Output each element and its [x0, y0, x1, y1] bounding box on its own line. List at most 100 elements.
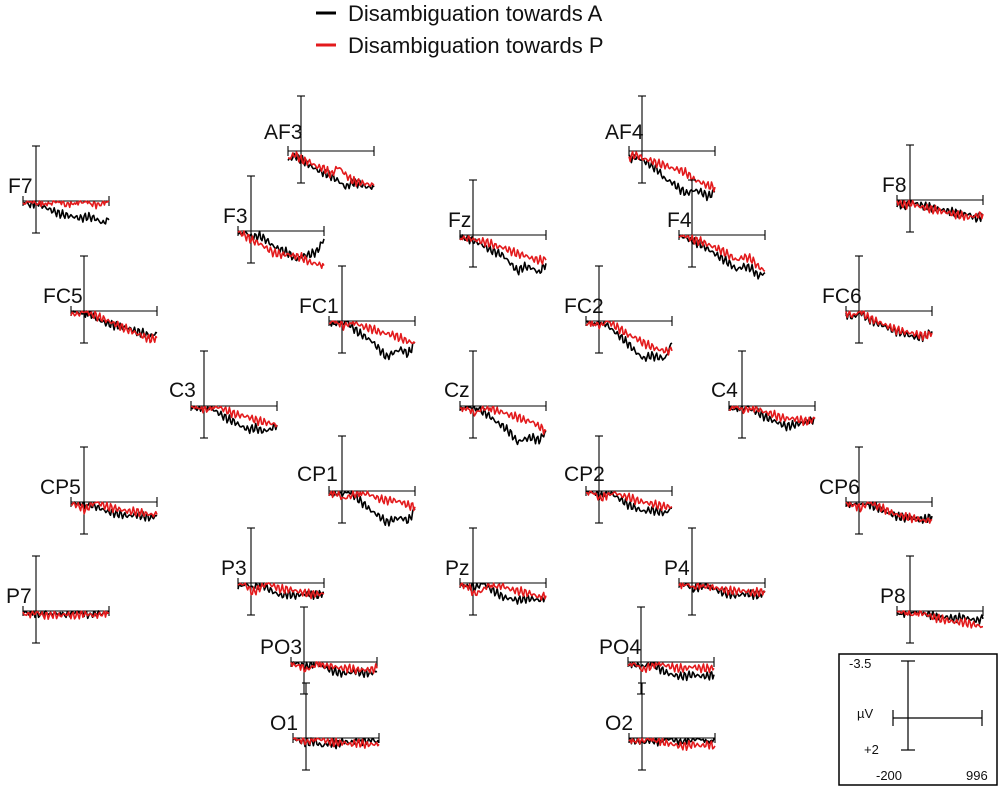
- electrode-label-p8: P8: [880, 585, 906, 608]
- trace-a-cp1: [328, 490, 416, 527]
- scale-y-bottom-label: +2: [864, 742, 879, 757]
- electrode-label-o2: O2: [605, 712, 633, 735]
- electrode-label-fz: Fz: [448, 209, 471, 232]
- electrode-label-p4: P4: [664, 557, 690, 580]
- trace-a-po3: [290, 661, 378, 679]
- electrode-label-cp2: CP2: [564, 463, 605, 486]
- electrode-label-cp5: CP5: [40, 476, 81, 499]
- trace-p-c4: [728, 405, 816, 427]
- electrode-label-cz: Cz: [444, 379, 470, 402]
- trace-p-o2: [628, 737, 716, 751]
- electrode-label-po3: PO3: [260, 636, 302, 659]
- electrode-panel-cp6: CP6: [819, 446, 933, 535]
- trace-p-cz: [459, 405, 547, 435]
- trace-p-fc6: [845, 310, 933, 341]
- trace-p-po3: [290, 661, 378, 675]
- trace-p-p4: [678, 582, 766, 598]
- electrode-panel-cp5: CP5: [40, 446, 158, 535]
- trace-p-o1: [292, 737, 380, 749]
- electrode-label-f3: F3: [223, 205, 248, 228]
- trace-a-f4: [678, 234, 766, 280]
- trace-p-f7: [22, 200, 110, 210]
- electrode-panel-po3: PO3: [260, 606, 378, 695]
- trace-p-p8: [896, 610, 984, 629]
- electrode-label-cp1: CP1: [297, 463, 338, 486]
- electrode-label-fc5: FC5: [43, 285, 83, 308]
- scale-box: -3.5 µV +2 -200 996: [838, 653, 998, 786]
- trace-p-fc5: [70, 310, 158, 344]
- trace-p-cp5: [70, 501, 158, 518]
- electrode-panel-c4: C4: [711, 350, 816, 439]
- electrode-panel-cz: Cz: [444, 350, 547, 446]
- electrode-label-f7: F7: [8, 175, 33, 198]
- trace-p-fz: [459, 235, 547, 265]
- electrode-label-cp6: CP6: [819, 476, 860, 499]
- trace-p-cp2: [585, 490, 673, 512]
- electrode-panel-f7: F7: [8, 145, 110, 234]
- electrode-label-po4: PO4: [599, 636, 641, 659]
- electrode-panel-fc6: FC6: [822, 255, 933, 344]
- electrode-panel-c3: C3: [169, 350, 278, 439]
- trace-a-p4: [678, 582, 766, 600]
- scale-x-right-label: 996: [966, 768, 988, 783]
- electrode-panels: AF3 AF4 F7 F3 Fz F4 F8 FC5 FC1 FC2 FC6 C3 Cz C4 CP5 CP1…: [6, 95, 984, 771]
- trace-p-f3: [237, 230, 325, 270]
- electrode-panel-cp2: CP2: [564, 435, 673, 524]
- electrode-panel-f3: F3: [223, 175, 325, 270]
- legend-label-p: Disambiguation towards P: [348, 33, 604, 58]
- electrode-panel-fz: Fz: [448, 179, 547, 276]
- trace-p-p7: [22, 610, 110, 620]
- electrode-panel-af3: AF3: [264, 95, 375, 190]
- electrode-label-f4: F4: [667, 209, 692, 232]
- trace-p-pz: [459, 582, 547, 601]
- trace-a-cz: [459, 405, 547, 446]
- trace-a-af3: [287, 152, 375, 190]
- trace-p-af3: [287, 151, 375, 187]
- electrode-label-c3: C3: [169, 379, 196, 402]
- trace-p-f4: [678, 234, 766, 272]
- electrode-panel-fc5: FC5: [43, 255, 158, 344]
- legend-label-a: Disambiguation towards A: [348, 1, 603, 26]
- trace-p-p3: [237, 582, 325, 600]
- electrode-panel-f8: F8: [882, 144, 984, 233]
- electrode-panel-p7: P7: [6, 555, 110, 644]
- electrode-label-af3: AF3: [264, 121, 303, 144]
- electrode-label-fc2: FC2: [564, 295, 604, 318]
- electrode-panel-o1: O1: [270, 682, 380, 771]
- scale-unit-label: µV: [857, 706, 873, 721]
- electrode-panel-fc2: FC2: [564, 265, 673, 362]
- electrode-panel-f4: F4: [667, 179, 766, 280]
- trace-p-cp6: [845, 501, 933, 524]
- trace-p-po4: [627, 661, 715, 674]
- trace-a-fc5: [70, 310, 158, 339]
- trace-p-fc1: [328, 320, 416, 345]
- electrode-label-pz: Pz: [445, 557, 470, 580]
- electrode-label-c4: C4: [711, 379, 738, 402]
- electrode-label-f8: F8: [882, 174, 907, 197]
- electrode-panel-p4: P4: [664, 527, 766, 616]
- electrode-panel-pz: Pz: [445, 527, 547, 616]
- electrode-panel-p8: P8: [880, 555, 984, 644]
- electrode-label-fc6: FC6: [822, 285, 862, 308]
- electrode-panel-cp1: CP1: [297, 435, 416, 527]
- scale-x-left-label: -200: [876, 768, 902, 783]
- electrode-panel-p3: P3: [221, 527, 325, 616]
- electrode-label-af4: AF4: [605, 121, 644, 144]
- electrode-label-p7: P7: [6, 585, 32, 608]
- electrode-label-p3: P3: [221, 557, 247, 580]
- trace-p-fc2: [585, 320, 673, 356]
- trace-a-fc2: [585, 320, 673, 362]
- trace-a-po4: [627, 661, 715, 682]
- scale-y-top-label: -3.5: [849, 656, 871, 671]
- trace-p-af4: [628, 150, 716, 193]
- electrode-panel-o2: O2: [605, 682, 716, 771]
- scale-frame: [838, 653, 998, 786]
- trace-p-cp1: [328, 490, 416, 512]
- legend: Disambiguation towards A Disambiguation …: [316, 1, 604, 58]
- trace-a-fc1: [328, 320, 416, 361]
- trace-a-fz: [459, 234, 547, 276]
- electrode-label-o1: O1: [270, 712, 298, 735]
- electrode-panel-fc1: FC1: [299, 265, 416, 361]
- electrode-label-fc1: FC1: [299, 295, 339, 318]
